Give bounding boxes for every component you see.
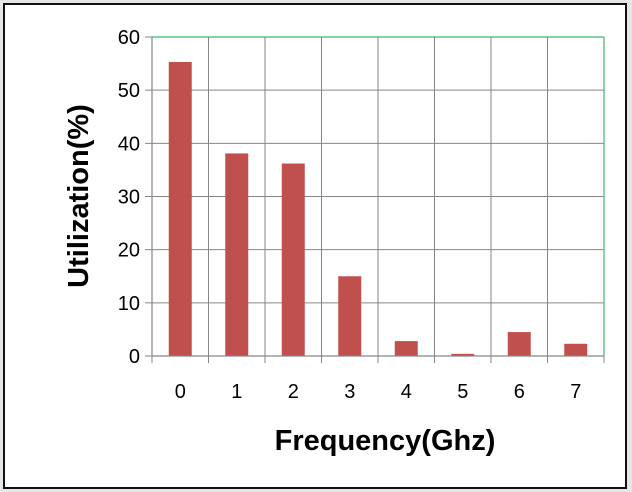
y-tick-label: 10 (118, 293, 140, 315)
x-tick-label: 2 (288, 381, 299, 403)
y-tick-label: 30 (118, 187, 140, 209)
y-tick-label: 20 (118, 240, 140, 262)
bar-3 (338, 276, 362, 356)
x-tick-label: 1 (231, 381, 242, 403)
x-tick-label: 4 (401, 381, 412, 403)
x-tick-label: 7 (570, 381, 581, 403)
x-tick-labels: 0 1 2 3 4 5 6 7 (175, 381, 582, 403)
y-tick-label: 40 (118, 133, 140, 155)
y-tick-label: 60 (118, 27, 140, 49)
bar-5 (451, 353, 475, 356)
bar-2 (281, 163, 305, 356)
bar-0 (168, 61, 192, 356)
y-tick-label: 0 (129, 346, 140, 368)
y-tick-label: 50 (118, 80, 140, 102)
bar-4 (394, 341, 418, 356)
chart-frame (3, 3, 627, 489)
y-axis-title: Utilization(%) (63, 104, 95, 288)
grid-lines (152, 37, 604, 356)
bar-1 (225, 153, 249, 356)
x-tick-label: 6 (514, 381, 525, 403)
x-tick-label: 3 (344, 381, 355, 403)
bar-6 (507, 332, 531, 356)
x-axis-title: Frequency(Ghz) (275, 425, 496, 457)
x-tick-label: 0 (175, 381, 186, 403)
y-tick-labels: 0 10 20 30 40 50 60 (118, 27, 140, 368)
bars (168, 61, 588, 356)
x-tick-label: 5 (457, 381, 468, 403)
axes (145, 36, 605, 363)
bar-7 (564, 343, 588, 356)
